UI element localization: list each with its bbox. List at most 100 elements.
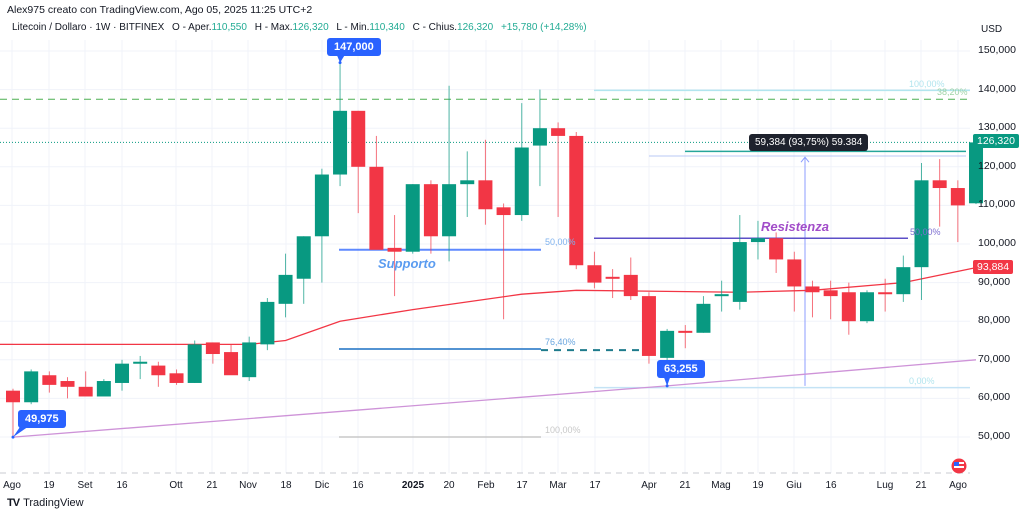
candle-body [623,274,638,297]
candle-body [96,381,111,397]
time-tick-label: Feb [477,480,495,491]
tradingview-logo-icon: TV [7,497,20,509]
candle-body [569,135,584,266]
low-label: L - Min. [336,22,370,33]
us-flag-icon[interactable] [951,458,967,474]
measure-tooltip: 59,384 (93,75%) 59.384 [749,134,869,151]
price-tick-label: 100,000 [978,237,1016,249]
candle-body [151,365,166,376]
time-tick-label: Lug [876,480,894,491]
candle-body [169,373,184,383]
time-tick-label: 17 [516,480,528,491]
moving-average-line [13,266,977,346]
time-tick-label: 21 [206,480,218,491]
candle-body [333,110,348,175]
candle-body [6,390,20,403]
candle-body [78,386,93,397]
time-tick-label: Mag [711,480,731,491]
brand-name: TradingView [23,497,84,509]
candle-body [641,296,656,356]
open-label: O - Aper. [172,22,212,33]
candle-body [242,342,257,378]
candle-body [914,180,929,268]
candle-body [896,267,911,295]
measure-arrow-icon [800,156,810,163]
candle-body [423,184,438,237]
candle-body [369,166,384,250]
time-tick-label: Nov [239,480,257,491]
fib-label-38: 38,20% [937,87,968,97]
candle-body [532,128,547,146]
low-callout-april: 63,255 [657,360,705,378]
candle-body [260,301,275,345]
candle-body [24,371,39,403]
symbol-name: Litecoin / Dollaro · 1W · BITFINEX [12,22,165,33]
candle-body [587,265,602,283]
candle-body [115,363,130,383]
candle-body [605,276,620,279]
low-value: 110,340 [369,22,405,33]
candle-body [551,128,566,136]
high-value: 126,320 [292,22,329,33]
candle-body [950,188,965,206]
time-tick-label: 18 [280,480,292,491]
candle-body [478,180,493,210]
price-tick-label: 90,000 [978,275,1011,288]
time-tick-label: 2025 [401,480,425,491]
candle-body [750,238,765,243]
candle-body [42,375,57,385]
time-tick-label: 21 [679,480,691,491]
candle-body [932,180,947,189]
close-value: 126,320 [457,22,494,33]
candle-body [351,110,366,167]
change-value: +15,780 (+14,28%) [500,22,587,33]
fib-label-100-top: 100,00% [909,79,945,89]
candle-body [878,292,893,295]
time-tick-label: Ago [949,480,967,491]
price-tick-label: 120,000 [978,159,1016,172]
candle-body [805,286,820,293]
time-tick-label: 16 [825,480,837,491]
time-tick-label: 19 [752,480,764,491]
symbol-legend: Litecoin / Dollaro · 1W · BITFINEX O - A… [12,22,587,33]
candle-body [187,344,202,383]
price-tick-label: 140,000 [978,82,1016,95]
price-tick-label: 110,000 [978,198,1016,211]
price-tick-label: 130,000 [978,121,1016,134]
candle-body [387,247,402,252]
close-label: C - Chius. [412,22,458,33]
candle-body [787,259,802,287]
last-price-tag: 126,320 [973,134,1019,149]
low-callout-start: 49,975 [18,410,66,428]
candle-body [278,274,293,304]
fib-label-50-right: 50,00% [910,227,941,237]
candle-body [732,242,747,302]
candle-body [678,330,693,333]
tradingview-brand[interactable]: TV TradingView [7,497,84,509]
candle-body [133,361,148,364]
time-tick-label: Dic [314,480,330,491]
time-tick-label: Ott [169,480,183,491]
time-tick-label: 16 [352,480,364,491]
time-tick-label: Ago [3,480,21,491]
candle-body [496,207,511,216]
ma-price-tag: 93,884 [973,259,1014,274]
resistance-label: Resistenza [761,219,829,234]
candle-body [442,184,457,237]
candle-body [405,184,420,252]
price-tick-label: 60,000 [978,391,1011,404]
time-tick-label: Set [77,480,93,491]
time-tick-label: 16 [116,480,128,491]
fib-label-100-bottom: 100,00% [545,425,581,435]
candle-body [60,381,75,387]
candle-body [841,292,856,322]
time-tick-label: Apr [641,480,657,491]
candle-body [969,142,984,204]
candle-body [696,303,711,333]
price-tick-label: 70,000 [978,352,1011,365]
candle-body [514,147,529,216]
price-tick-label: 50,000 [978,430,1011,442]
price-tick-label: 80,000 [978,314,1011,327]
candle-body [823,290,838,297]
